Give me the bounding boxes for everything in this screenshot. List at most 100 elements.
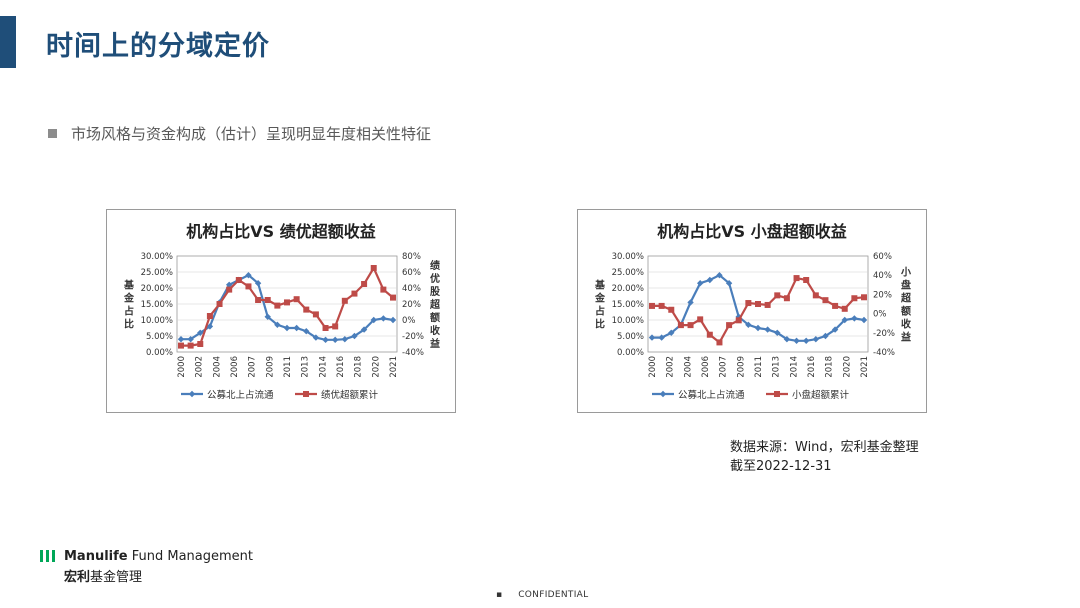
brand-name-en: Manulife Fund Management [64,549,253,564]
data-point [284,299,290,306]
data-point [861,294,867,301]
x-tick-label: 2004 [683,356,693,378]
y-left-tick-label: 15.00% [141,300,173,310]
x-tick-label: 2002 [195,356,205,378]
data-point [197,329,204,336]
data-point [283,324,291,332]
brand-en-rest: Fund Management [127,549,254,564]
x-tick-label: 2016 [807,356,817,378]
y-left-axis-title-char: 基 [594,279,606,292]
data-point [360,326,368,333]
x-tick-label: 2006 [230,356,240,378]
chart-title: 机构占比VS 绩优超额收益 [186,222,375,241]
data-point [351,290,358,297]
y-right-tick-label: 60% [873,252,892,262]
y-right-axis-title-char: 小 [900,266,911,279]
data-point [803,277,810,283]
data-point [187,342,194,349]
x-tick-label: 2011 [283,356,293,378]
data-point [389,316,397,324]
data-point [755,301,761,307]
x-tick-label: 2018 [354,356,364,378]
legend-marker [188,390,196,398]
y-left-tick-label: 10.00% [612,316,644,326]
data-point [716,339,723,346]
y-right-tick-label: 20% [402,300,421,310]
y-right-tick-label: 80% [402,252,421,262]
manulife-m-icon [40,550,55,562]
y-right-axis-title-char: 益 [901,331,911,344]
bullet-square-icon [48,129,57,138]
chart-svg: 机构占比VS 小盘超额收益 30.00% 25.00% 20.00% 15.00% 10.… [594,222,912,401]
data-point [235,277,242,283]
y-left-tick-label: 20.00% [141,284,173,294]
data-point [648,334,656,341]
y-left-tick-label: 30.00% [612,252,644,262]
x-tick-label: 2018 [825,356,835,378]
data-point [735,317,742,324]
data-point [245,283,252,290]
y-right-axis-title-char: 收 [430,324,440,337]
y-left-axis-title-char: 比 [124,318,134,331]
data-point [197,341,204,347]
x-tick-label: 2013 [301,356,311,378]
y-right-axis-title-char: 超 [429,298,441,311]
y-right-axis-title-char: 额 [430,311,440,324]
data-point [206,313,213,319]
data-point [793,337,800,344]
data-point [764,301,771,308]
x-tick-label: 2020 [842,356,852,378]
x-tick-label: 2020 [371,356,381,378]
data-point [293,324,300,332]
data-point [206,323,214,330]
data-point [745,321,752,328]
confidential-text: CONFIDENTIAL [518,590,589,600]
brand-cn-rest: 基金管理 [90,570,143,585]
y-right-tick-label: 40% [873,271,892,281]
data-point [341,297,348,304]
data-point [370,316,377,324]
y-right-axis-title-char: 绩 [430,259,440,272]
brand-en-bold: Manulife [64,549,128,564]
y-left-axis-title-char: 金 [594,292,606,305]
y-right-axis-title-char: 盘 [901,279,911,292]
page-title: 时间上的分域定价 [46,31,270,62]
bullet-text: 市场风格与资金构成（估计）呈现明显年度相关性特征 [71,125,432,143]
data-point [361,281,368,287]
brand-cn-bold: 宏利 [64,570,91,585]
x-tick-label: 2013 [772,356,782,378]
data-point [860,316,868,324]
data-point [216,301,223,307]
data-point [754,324,762,332]
data-source-note: 数据来源：Wind，宏利基金整理 截至2022-12-31 [730,438,919,476]
data-point [745,300,752,307]
y-right-axis-title-char: 优 [430,272,440,285]
y-right-tick-label: -20% [402,332,424,342]
data-point [851,295,858,302]
data-point [380,286,387,293]
data-point [187,336,194,343]
legend-marker [303,391,309,397]
data-point [706,276,714,284]
legend-label: 绩优超额累计 [321,389,379,401]
data-point [177,336,185,343]
data-point [351,332,358,340]
legend-label: 小盘超额累计 [792,389,850,401]
data-point [303,306,310,313]
data-point [225,281,233,288]
data-point [331,336,339,344]
data-point [274,302,281,309]
data-point [312,311,319,318]
y-left-axis-title-char: 占 [124,305,134,318]
y-left-tick-label: 20.00% [612,284,644,294]
chart-title: 机构占比VS 小盘超额收益 [657,222,846,241]
y-right-tick-label: 0% [873,310,887,320]
brand-name-cn: 宏利基金管理 [64,566,142,585]
x-tick-label: 2011 [754,356,764,378]
y-left-tick-label: 15.00% [612,300,644,310]
data-point [322,325,329,331]
data-point [390,294,396,301]
y-right-axis-title-char: 收 [901,318,911,331]
y-right-axis-title-char: 额 [901,305,911,318]
y-left-tick-label: 5.00% [146,332,173,342]
